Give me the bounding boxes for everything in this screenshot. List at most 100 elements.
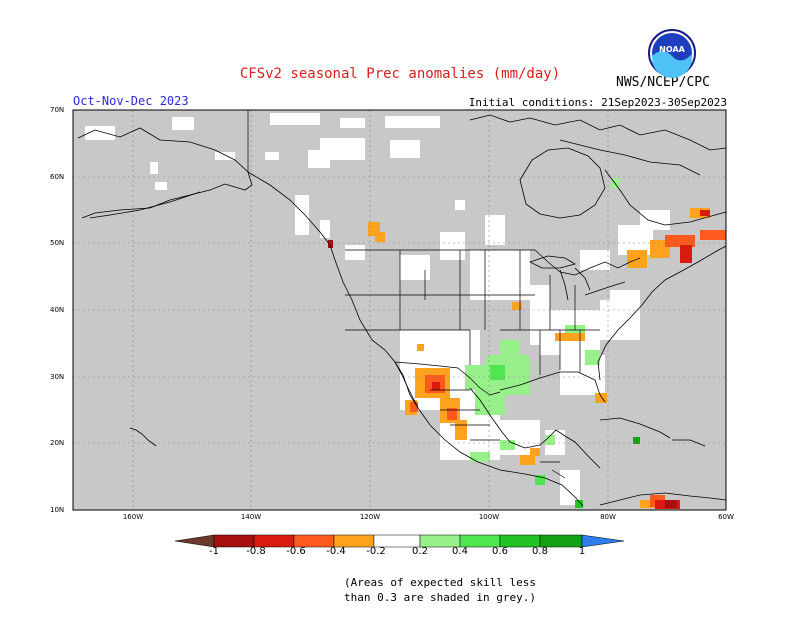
white-patch: [485, 215, 505, 245]
wet-light-green: [500, 340, 520, 355]
lon-label: 60W: [718, 513, 734, 521]
skill-note-line2: than 0.3 are shaded in grey.): [343, 591, 537, 604]
political-borders: [247, 110, 641, 479]
lat-label: 30N: [50, 373, 65, 381]
great-lakes: [528, 255, 626, 301]
legend-label: -0.4: [326, 546, 346, 557]
white-patch: [345, 245, 365, 260]
wet-light-green: [475, 390, 505, 415]
border-us-mexico: [394, 361, 501, 396]
mexico-states: [430, 389, 500, 441]
initial-conditions: Initial conditions: 21Sep2023-30Sep2023: [468, 96, 727, 109]
white-patch: [215, 152, 235, 160]
logo-wave: [652, 51, 692, 78]
white-patch: [155, 182, 167, 190]
wet-light-green: [585, 350, 600, 365]
lat-label: 40N: [50, 306, 65, 314]
season-label: Oct-Nov-Dec 2023: [73, 94, 189, 108]
wet-dark-green: [633, 437, 640, 444]
lat-label: 70N: [50, 106, 65, 114]
dry-orange: [417, 344, 424, 351]
us-gulf-coast: [499, 371, 606, 403]
color-legend: [174, 534, 625, 548]
legend-label: -0.6: [286, 546, 306, 557]
white-patch: [455, 200, 465, 210]
dry-orange: [512, 302, 522, 310]
white-patch: [172, 117, 194, 130]
dry-orange: [595, 393, 607, 403]
white-patch: [308, 150, 330, 168]
dry-orange: [555, 333, 585, 341]
lat-label: 60N: [50, 173, 65, 181]
white-patch: [320, 220, 330, 238]
baja-california: [394, 361, 419, 409]
map-title: CFSv2 seasonal Prec anomalies (mm/day): [239, 66, 561, 82]
arctic-islands: [559, 139, 701, 176]
lake-superior: [528, 255, 577, 269]
white-patch: [390, 140, 420, 158]
hawaii: [129, 427, 157, 447]
lon-label: 140W: [240, 513, 262, 521]
lon-label: 160W: [122, 513, 144, 521]
logo-text: NOAA: [659, 45, 685, 54]
skill-note-line1: (Areas of expected skill less: [343, 576, 537, 589]
arctic-islands: [469, 114, 727, 151]
noaa-logo: NOAA: [648, 29, 696, 78]
white-patch: [150, 162, 158, 174]
legend-label: -1: [209, 546, 219, 557]
dry-orange-red: [700, 230, 726, 240]
border-great-lakes: [534, 249, 641, 276]
south-america-coast: [599, 492, 727, 506]
lat-label: 20N: [50, 439, 65, 447]
dry-orange: [375, 232, 385, 242]
legend-label: -0.8: [246, 546, 266, 557]
dry-orange: [640, 500, 655, 508]
legend-label: 0.4: [452, 546, 468, 557]
wet-light-green: [470, 452, 490, 462]
dry-red: [680, 245, 692, 263]
dry-orange: [520, 455, 535, 465]
dry-dark-red: [328, 240, 333, 248]
wet-light-green: [545, 435, 555, 445]
dry-orange-red: [447, 408, 457, 420]
white-patch: [265, 152, 279, 160]
hispaniola: [672, 439, 706, 447]
lon-label: 100W: [478, 513, 500, 521]
dry-red: [700, 210, 710, 216]
east-coast: [597, 245, 727, 381]
pacific-coast: [247, 171, 584, 507]
dry-red: [432, 382, 440, 390]
cuba: [599, 417, 671, 439]
white-patch: [640, 210, 670, 230]
dry-orange-red: [665, 235, 695, 247]
legend-label: -0.2: [366, 546, 386, 557]
legend-arrow-right: [581, 534, 625, 548]
white-patch: [610, 290, 640, 320]
alaska-coast: [77, 127, 253, 219]
hudson-bay: [519, 147, 606, 219]
white-patch: [85, 126, 115, 140]
coastlines: [77, 114, 727, 507]
legend-label: 0.8: [532, 546, 548, 557]
legend-label: 0.6: [492, 546, 508, 557]
alaska-peninsula: [89, 191, 201, 219]
wet-dark-green: [575, 500, 583, 508]
labrador-coast: [604, 169, 727, 226]
wet-medium-green: [490, 365, 505, 380]
white-patch: [270, 113, 320, 125]
lon-label: 120W: [359, 513, 381, 521]
wet-medium-green: [535, 475, 545, 485]
legend-label: 0.2: [412, 546, 428, 557]
lat-label: 10N: [50, 506, 65, 514]
map-frame: [72, 109, 727, 511]
white-patch: [385, 116, 440, 128]
legend-label: 1: [578, 546, 586, 557]
lake-erie-ontario: [584, 281, 626, 296]
lat-label: 50N: [50, 239, 65, 247]
white-patch: [295, 195, 309, 235]
state-lines: [345, 250, 600, 375]
lake-michigan: [559, 269, 569, 301]
white-patch: [580, 250, 610, 270]
gulf-of-mexico-coast: [469, 387, 601, 469]
white-patch: [340, 118, 365, 128]
